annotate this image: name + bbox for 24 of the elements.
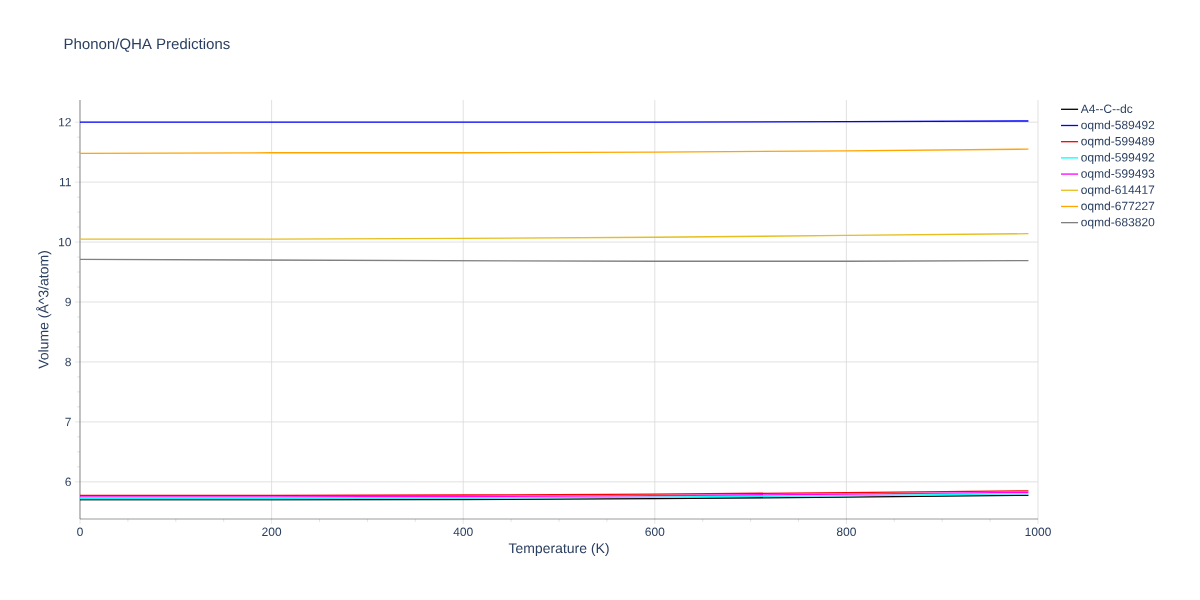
x-tick-label: 600 bbox=[645, 527, 665, 537]
y-tick-label: 12 bbox=[59, 117, 71, 127]
y-tick-label: 7 bbox=[65, 417, 71, 427]
legend-label: oqmd-599493 bbox=[1081, 168, 1155, 181]
legend-label: oqmd-677227 bbox=[1081, 201, 1155, 213]
x-tick-label: 0 bbox=[77, 527, 83, 537]
x-tick-label: 200 bbox=[262, 527, 282, 537]
legend-label: oqmd-599489 bbox=[1081, 136, 1155, 148]
y-tick-label: 8 bbox=[65, 357, 71, 367]
y-tick-label: 11 bbox=[59, 178, 71, 187]
y-axis-title: Volume (Å^3/atom) bbox=[36, 251, 52, 369]
chart-title: Phonon/QHA Predictions bbox=[64, 38, 230, 52]
x-tick-label: 800 bbox=[836, 527, 856, 537]
y-tick-label: 10 bbox=[59, 237, 71, 247]
legend-label: oqmd-614417 bbox=[1081, 185, 1155, 197]
y-tick-label: 6 bbox=[65, 477, 71, 487]
x-tick-label: 1000 bbox=[1025, 527, 1051, 537]
x-axis-title: Temperature (K) bbox=[508, 542, 609, 556]
legend-label: oqmd-589492 bbox=[1081, 120, 1155, 132]
legend-label: oqmd-599492 bbox=[1081, 152, 1155, 164]
legend-label: oqmd-683820 bbox=[1081, 217, 1155, 229]
y-tick-label: 9 bbox=[65, 297, 71, 307]
legend-label: A4--C--dc bbox=[1080, 104, 1133, 113]
x-tick-label: 400 bbox=[453, 527, 473, 537]
